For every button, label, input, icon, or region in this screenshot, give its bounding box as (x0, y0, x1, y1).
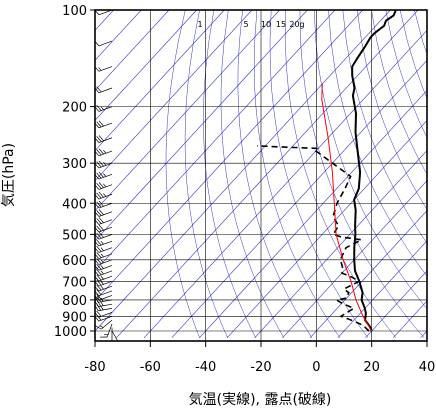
temperature-line (351, 10, 397, 332)
dry-adiabat (356, 10, 427, 210)
mixing-ratio-label: 20g (289, 20, 304, 29)
dry-adiabat (220, 10, 285, 338)
mixing-ratio-label: 5 (243, 20, 248, 29)
x-tick-label: -40 (195, 360, 216, 375)
x-tick-label: -80 (84, 360, 105, 375)
y-tick-label: 600 (62, 254, 87, 269)
sounding-profiles (256, 10, 397, 332)
x-tick-label: -60 (140, 360, 161, 375)
dry-adiabat (165, 10, 200, 338)
wind-barbs (95, 10, 119, 341)
wind-barb (95, 239, 113, 247)
dry-adiabat (203, 10, 256, 338)
wind-barb (95, 231, 113, 240)
y-tick-label: 500 (62, 228, 87, 243)
wind-barb (111, 330, 119, 341)
wind-barb (95, 66, 113, 72)
wind-barb (95, 120, 113, 129)
wind-barb (95, 217, 113, 225)
wind-barb (95, 319, 113, 330)
isotherm-line (95, 10, 197, 121)
x-axis-title: 気温(実線), 露点(破線) (189, 392, 332, 408)
isotherm-line (95, 10, 170, 91)
isotherm-line (95, 10, 363, 302)
x-tick-label: 40 (419, 360, 436, 375)
isotherm-line (420, 330, 427, 339)
wind-barb (95, 148, 113, 157)
dry-adiabat (371, 10, 427, 175)
mixing-ratio-label: 10 (261, 20, 271, 29)
y-tick-label: 700 (62, 275, 87, 290)
mixing-ratio-labels: 1 5 10 15 20g (197, 20, 304, 29)
wind-barb (95, 200, 113, 209)
y-axis-title: 気圧(hPa) (1, 143, 17, 207)
wind-barb (95, 160, 113, 169)
y-tick-label: 400 (62, 197, 87, 212)
y-tick-label: 1000 (54, 325, 87, 340)
isotherm-line (365, 270, 427, 339)
dry-adiabat (184, 10, 228, 338)
dry-adiabat (284, 10, 397, 338)
wind-barb (95, 182, 113, 190)
wind-barb (95, 258, 113, 265)
dewpoint-line (256, 145, 370, 332)
mixing-ratio-label: 15 (276, 20, 286, 29)
mixing-ratio-label: 1 (197, 20, 202, 29)
dry-adiabat (342, 10, 427, 244)
isotherm-line (199, 89, 427, 339)
y-tick-label: 200 (62, 101, 87, 116)
y-tick-label: 800 (62, 294, 87, 309)
wind-barb (95, 86, 113, 94)
dry-adiabat (253, 10, 341, 338)
wind-barb (95, 209, 113, 217)
wind-barb (95, 295, 113, 303)
isotherm-line (95, 10, 391, 332)
isotherm-line (392, 300, 427, 339)
wind-barb (95, 191, 113, 200)
wind-barb (100, 323, 113, 338)
y-tick-label: 900 (62, 310, 87, 325)
isotherm-line (226, 120, 427, 339)
y-tick-label: 100 (62, 4, 87, 19)
dry-adiabat (313, 10, 427, 310)
wind-barb (95, 246, 113, 253)
x-tick-label: 0 (312, 360, 320, 375)
wind-barb (111, 327, 113, 341)
x-tick-label: 20 (363, 360, 380, 375)
dry-adiabat (328, 10, 427, 277)
isotherm-line (95, 10, 253, 182)
isotherm-line (116, 10, 419, 339)
isotherm-line (95, 10, 308, 242)
isotherm-line (254, 150, 427, 339)
wind-barb (95, 135, 113, 143)
isotherm-line (95, 10, 336, 272)
wind-barb (95, 105, 113, 112)
isotherm-line (95, 10, 280, 212)
dry-adiabat (237, 10, 313, 338)
pressure-grid (94, 9, 428, 341)
reference-line (321, 83, 373, 332)
wind-barb (95, 224, 113, 233)
dry-adiabat (414, 10, 427, 56)
isotherm-line (171, 59, 427, 339)
wind-barb (95, 263, 113, 271)
x-tick-label: -20 (250, 360, 271, 375)
isotherm-line (95, 10, 225, 152)
wind-barb (95, 293, 113, 301)
y-tick-label: 300 (62, 157, 87, 172)
isotherm-line (143, 29, 427, 339)
dry-adiabat (429, 10, 436, 338)
isotherm-line (337, 240, 427, 339)
wind-barb (95, 171, 113, 180)
isotherm-line (282, 180, 427, 339)
